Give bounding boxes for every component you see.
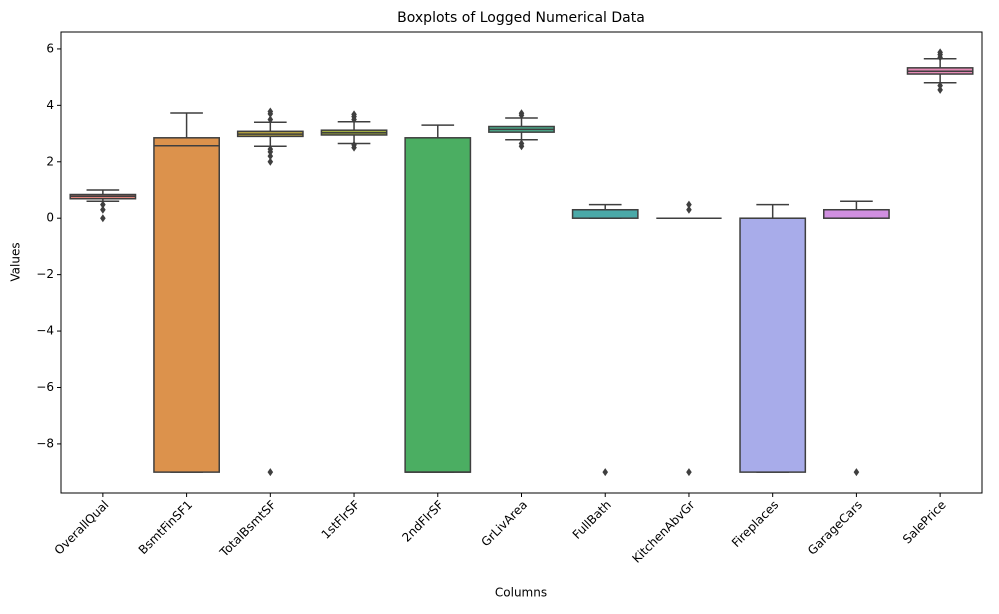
x-tick-label: GrLivArea: [478, 498, 530, 550]
outlier: [937, 48, 943, 57]
outlier: [937, 85, 943, 94]
outlier: [937, 81, 943, 90]
outlier: [100, 200, 106, 209]
outlier: [853, 468, 860, 477]
outlier: [100, 205, 106, 214]
outlier: [267, 145, 274, 154]
y-tick-label: −2: [36, 267, 54, 281]
outlier: [267, 157, 274, 166]
outlier: [267, 107, 274, 116]
y-tick-label: −4: [36, 324, 54, 338]
outlier: [267, 152, 274, 161]
outlier: [267, 468, 274, 477]
outlier: [686, 468, 692, 477]
outlier: [100, 214, 106, 223]
y-tick-label: 0: [46, 211, 54, 225]
x-tick-label: Fireplaces: [729, 498, 781, 550]
y-tick-label: −6: [36, 380, 54, 394]
outlier: [351, 110, 357, 119]
x-tick-label: GarageCars: [805, 498, 865, 558]
x-tick-label: TotalBsmtSF: [216, 498, 279, 561]
x-tick-label: SalePrice: [900, 498, 949, 547]
outlier: [351, 140, 357, 149]
box: [823, 208, 890, 219]
x-tick-label: OverallQual: [52, 498, 112, 558]
outlier: [686, 200, 692, 209]
box: [404, 137, 472, 473]
outlier: [267, 115, 274, 124]
y-tick-label: 2: [46, 154, 54, 168]
chart-title: Boxplots of Logged Numerical Data: [397, 10, 645, 26]
x-tick-label: 1stFlrSF: [319, 498, 363, 542]
box: [153, 137, 220, 473]
outlier: [518, 109, 525, 118]
y-tick-label: 4: [46, 98, 54, 112]
outlier: [518, 139, 525, 148]
y-tick-label: 6: [46, 41, 54, 55]
x-tick-label: 2ndFlrSF: [399, 498, 446, 545]
x-axis-label: Columns: [495, 586, 547, 600]
x-tick-label: KitchenAbvGr: [629, 498, 697, 566]
box: [571, 208, 639, 219]
y-axis-label: Values: [9, 242, 23, 281]
y-tick-label: −8: [36, 436, 54, 450]
x-tick-label: BsmtFinSF1: [136, 498, 195, 557]
outlier: [686, 205, 692, 214]
x-tick-label: FullBath: [570, 498, 614, 542]
outlier: [602, 468, 609, 477]
box: [739, 217, 807, 473]
